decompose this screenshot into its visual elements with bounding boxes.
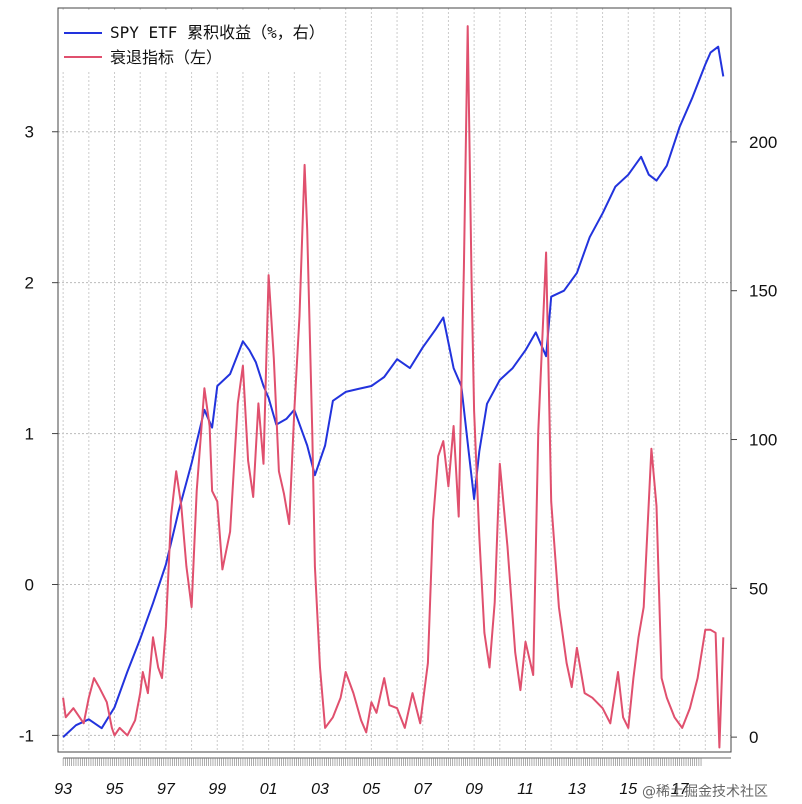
right-tick-label: 150 <box>749 282 777 301</box>
x-tick-label: 05 <box>362 781 380 798</box>
right-axis: 0 50 100 150 200 <box>731 133 777 747</box>
left-tick-label: -1 <box>19 726 34 745</box>
grid <box>58 8 731 752</box>
x-tick-label: 09 <box>465 781 483 798</box>
x-tick-label: 17 <box>671 781 690 798</box>
left-tick-label: 2 <box>25 274 34 293</box>
x-tick-label: 07 <box>414 781 433 798</box>
right-tick-label: 100 <box>749 431 777 450</box>
x-tick-label: 13 <box>568 781 586 798</box>
x-tick-label: 01 <box>260 781 278 798</box>
left-tick-label: 0 <box>25 575 34 594</box>
x-tick-label: 97 <box>157 781 176 798</box>
right-tick-label: 0 <box>749 728 758 747</box>
right-tick-label: 50 <box>749 579 768 598</box>
watermark: @稀土掘金技术社区 <box>642 784 768 800</box>
x-tick-label: 95 <box>106 781 124 798</box>
x-tick-label: 93 <box>54 781 72 798</box>
legend-background <box>60 12 342 70</box>
right-tick-label: 200 <box>749 133 777 152</box>
left-tick-label: 1 <box>25 425 34 444</box>
x-tick-label: 99 <box>208 781 226 798</box>
spy-return-line <box>62 45 725 738</box>
x-axis: 93 95 97 99 01 03 05 07 09 11 13 15 17 <box>54 757 731 798</box>
legend-label-spy: SPY ETF 累积收益（%，右） <box>110 23 325 42</box>
left-axis: -1 0 1 2 3 <box>19 123 58 745</box>
x-tick-label: 15 <box>619 781 637 798</box>
series-layer <box>62 25 725 749</box>
recession-indicator-line <box>62 25 725 749</box>
legend-label-recession: 衰退指标（左） <box>110 48 222 67</box>
legend: SPY ETF 累积收益（%，右） 衰退指标（左） <box>60 12 342 70</box>
x-tick-label: 11 <box>517 781 534 798</box>
x-tick-label: 03 <box>311 781 329 798</box>
plot-frame <box>57 7 732 753</box>
left-tick-label: 3 <box>25 123 34 142</box>
